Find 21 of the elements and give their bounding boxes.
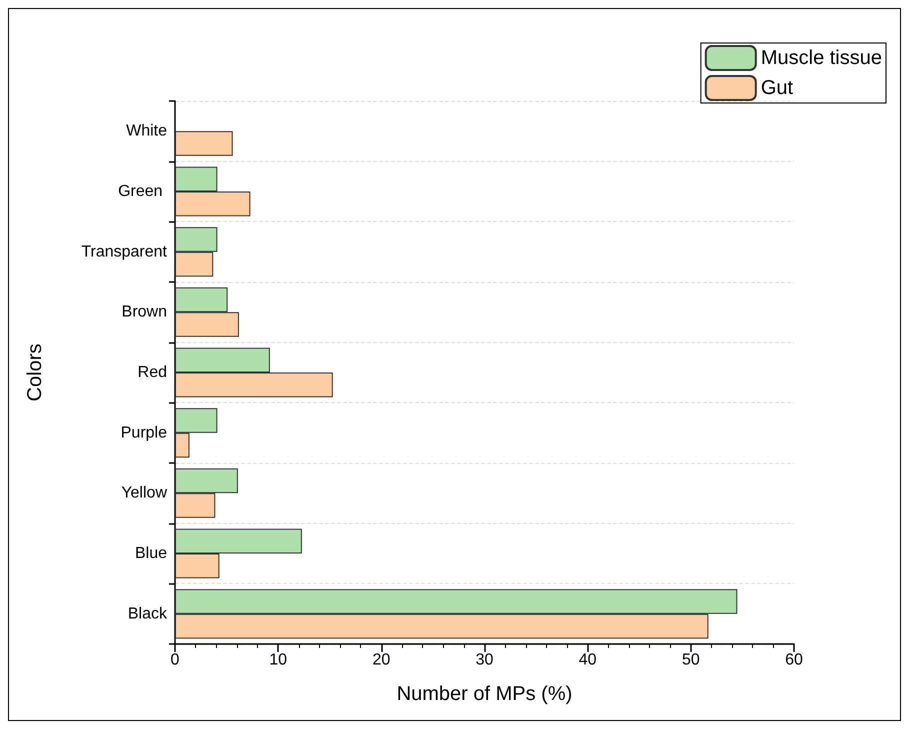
x-axis-title: Number of MPs (%) [396, 683, 572, 705]
y-tick-label: Transparent [81, 243, 168, 260]
x-tick-label: 30 [476, 652, 494, 668]
y-tick-label: White [126, 122, 168, 140]
y-axis-title: Colors [24, 344, 46, 402]
y-tick-label: Black [128, 605, 168, 622]
x-tick-label: 50 [682, 652, 700, 668]
y-tick-label: Brown [122, 304, 167, 321]
legend-label: Gut [760, 77, 794, 99]
bar [175, 131, 233, 156]
x-tick-label: 10 [269, 652, 288, 668]
x-tick-label: 0 [170, 652, 180, 668]
y-tick-label: Blue [134, 545, 168, 562]
y-tick-label: Red [138, 364, 167, 381]
x-tick-label: 60 [785, 652, 803, 668]
legend-label: Muscle tissue [760, 47, 882, 69]
y-tick-label: Yellow [121, 484, 168, 502]
y-tick-label: Green [118, 183, 167, 200]
x-tick-label: 20 [372, 652, 390, 668]
y-tick-label: Purple [120, 424, 168, 442]
x-tick-label: 40 [578, 652, 597, 668]
